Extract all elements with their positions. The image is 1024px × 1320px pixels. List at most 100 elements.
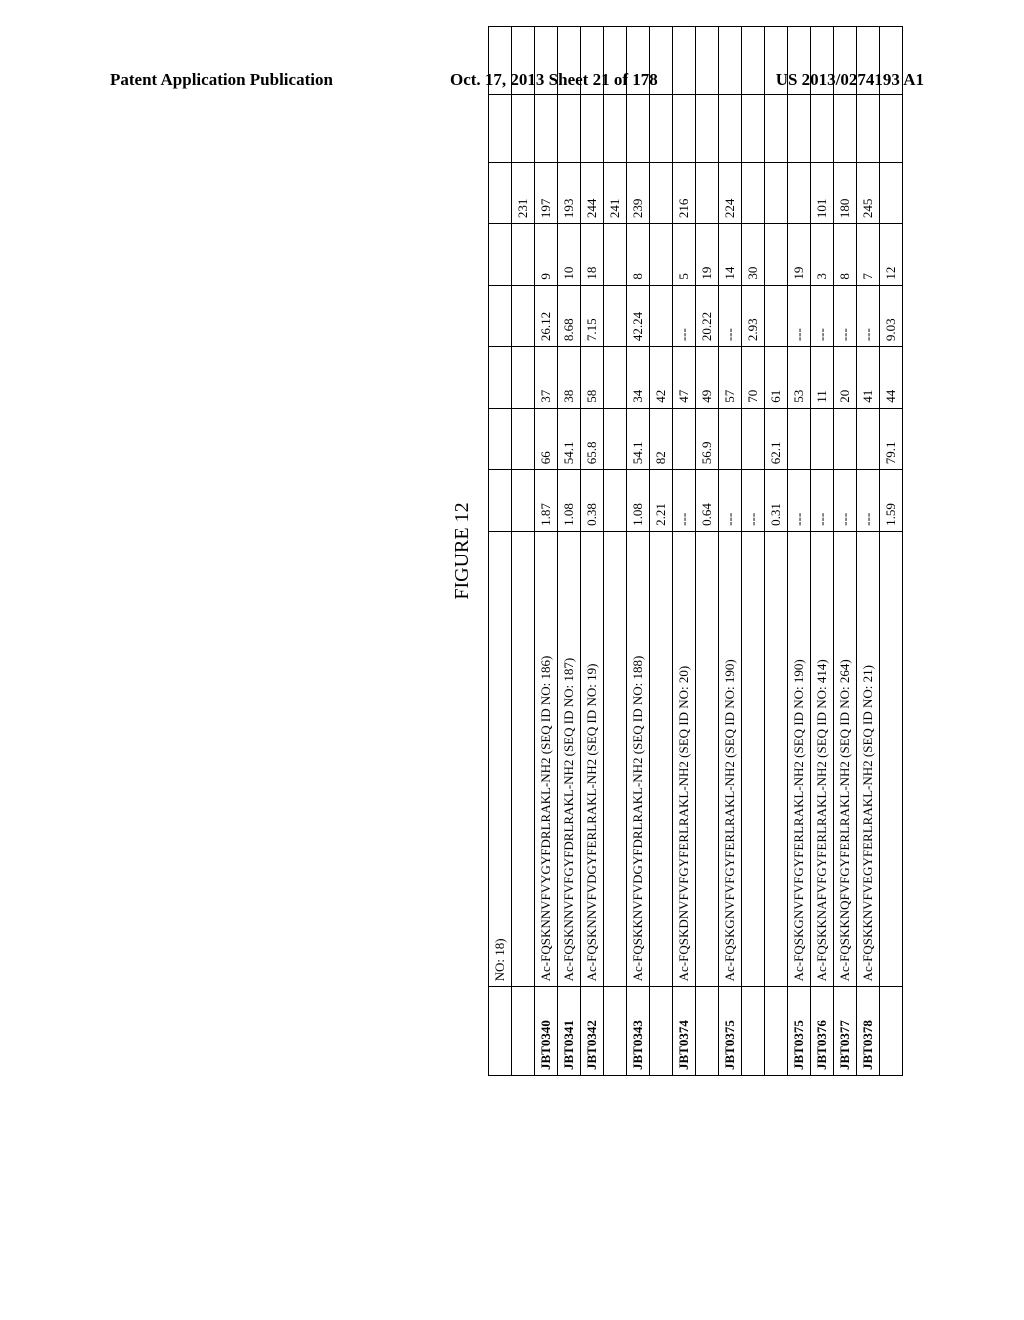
table-cell (512, 94, 535, 162)
table-cell: 62.1 (765, 408, 788, 470)
table-cell (788, 162, 811, 224)
table-cell: 82 (650, 408, 673, 470)
table-cell (535, 27, 558, 95)
table-cell: 8.68 (558, 285, 581, 347)
table-cell: 224 (719, 162, 742, 224)
table-row: JBT0341Ac-FQSKNNVFVFGYFDRLRAKL-NH2 (SEQ … (558, 27, 581, 1076)
table-cell: 1.08 (558, 470, 581, 532)
table-cell: Ac-FQSKKNVFVEGYFERLRAKL-NH2 (SEQ ID NO: … (857, 531, 880, 987)
table-cell: Ac-FQSKNNVFVFGYFDRLRAKL-NH2 (SEQ ID NO: … (558, 531, 581, 987)
table-cell (650, 162, 673, 224)
table-cell (857, 94, 880, 162)
table-cell (811, 94, 834, 162)
table-cell: 37 (535, 347, 558, 409)
table-cell: Ac-FQSKGNVFVFGYFERLRAKL-NH2 (SEQ ID NO: … (719, 531, 742, 987)
table-cell: --- (857, 470, 880, 532)
table-cell: JBT0340 (535, 987, 558, 1076)
table-cell: --- (788, 285, 811, 347)
table-cell: 19 (788, 224, 811, 286)
table-cell (604, 470, 627, 532)
table-cell (604, 987, 627, 1076)
table-cell (880, 531, 903, 987)
table-cell: --- (788, 470, 811, 532)
table-row: JBT0340Ac-FQSKNNVFVYGYFDRLRAKL-NH2 (SEQ … (535, 27, 558, 1076)
table-cell (719, 408, 742, 470)
table-cell: JBT0376 (811, 987, 834, 1076)
table-cell: Ac-FQSKNNVFVDGYFERLRAKL-NH2 (SEQ ID NO: … (581, 531, 604, 987)
table-cell (512, 285, 535, 347)
figure-area: FIGURE 12 NO: 18)231JBT0340Ac-FQSKNNVFVY… (121, 26, 903, 1076)
table-cell: 34 (627, 347, 650, 409)
table-cell: 79.1 (880, 408, 903, 470)
table-cell: JBT0375 (788, 987, 811, 1076)
table-cell (811, 27, 834, 95)
table-cell: Ac-FQSKGNVFVFGYFERLRAKL-NH2 (SEQ ID NO: … (788, 531, 811, 987)
table-cell: --- (811, 470, 834, 532)
table-cell: 8 (834, 224, 857, 286)
table-cell (489, 94, 512, 162)
table-cell (512, 408, 535, 470)
table-cell: --- (834, 285, 857, 347)
table-cell (489, 470, 512, 532)
table-cell (604, 408, 627, 470)
table-cell: 42 (650, 347, 673, 409)
table-row: 0.3162.161 (765, 27, 788, 1076)
table-cell: JBT0374 (673, 987, 696, 1076)
table-cell (742, 408, 765, 470)
table-row: JBT0342Ac-FQSKNNVFVDGYFERLRAKL-NH2 (SEQ … (581, 27, 604, 1076)
table-cell: 9.03 (880, 285, 903, 347)
table-cell (696, 531, 719, 987)
table-cell (742, 531, 765, 987)
table-row: JBT0374Ac-FQSKDNVFVFGYFERLRAKL-NH2 (SEQ … (673, 27, 696, 1076)
table-cell: 54.1 (558, 408, 581, 470)
table-row: 0.6456.94920.2219 (696, 27, 719, 1076)
figure-title: FIGURE 12 (451, 26, 474, 1076)
table-row: JBT0377Ac-FQSKKNQFVFGYFERLRAKL-NH2 (SEQ … (834, 27, 857, 1076)
table-cell: 14 (719, 224, 742, 286)
table-row: 241 (604, 27, 627, 1076)
table-cell: 239 (627, 162, 650, 224)
table-cell: 101 (811, 162, 834, 224)
table-cell: 5 (673, 224, 696, 286)
table-cell: 58 (581, 347, 604, 409)
table-cell: 10 (558, 224, 581, 286)
table-cell (512, 224, 535, 286)
table-cell (880, 94, 903, 162)
table-row: 1.5979.1449.0312 (880, 27, 903, 1076)
table-cell (765, 27, 788, 95)
table-cell: 8 (627, 224, 650, 286)
table-cell (512, 470, 535, 532)
table-cell: 54.1 (627, 408, 650, 470)
table-cell (765, 987, 788, 1076)
table-cell: Ac-FQSKKNVFVDGYFDRLRAKL-NH2 (SEQ ID NO: … (627, 531, 650, 987)
table-cell (512, 27, 535, 95)
table-cell: 53 (788, 347, 811, 409)
table-cell (489, 27, 512, 95)
table-cell: --- (673, 285, 696, 347)
table-cell: 20.22 (696, 285, 719, 347)
table-cell: 216 (673, 162, 696, 224)
table-cell: 19 (696, 224, 719, 286)
table-cell (581, 94, 604, 162)
table-cell: 7 (857, 224, 880, 286)
table-cell: 180 (834, 162, 857, 224)
table-row: JBT0376Ac-FQSKKNAFVFGYFERLRAKL-NH2 (SEQ … (811, 27, 834, 1076)
table-row: JBT0343Ac-FQSKKNVFVDGYFDRLRAKL-NH2 (SEQ … (627, 27, 650, 1076)
table-cell (512, 531, 535, 987)
table-cell (650, 285, 673, 347)
table-row: NO: 18) (489, 27, 512, 1076)
table-cell (696, 162, 719, 224)
table-cell: 7.15 (581, 285, 604, 347)
table-cell: 1.08 (627, 470, 650, 532)
table-cell (558, 94, 581, 162)
table-cell: 65.8 (581, 408, 604, 470)
table-cell (558, 27, 581, 95)
table-cell (880, 987, 903, 1076)
table-cell (604, 347, 627, 409)
table-cell: 57 (719, 347, 742, 409)
table-cell: 61 (765, 347, 788, 409)
table-cell: --- (834, 470, 857, 532)
table-cell (834, 27, 857, 95)
table-cell: NO: 18) (489, 531, 512, 987)
table-cell (765, 94, 788, 162)
